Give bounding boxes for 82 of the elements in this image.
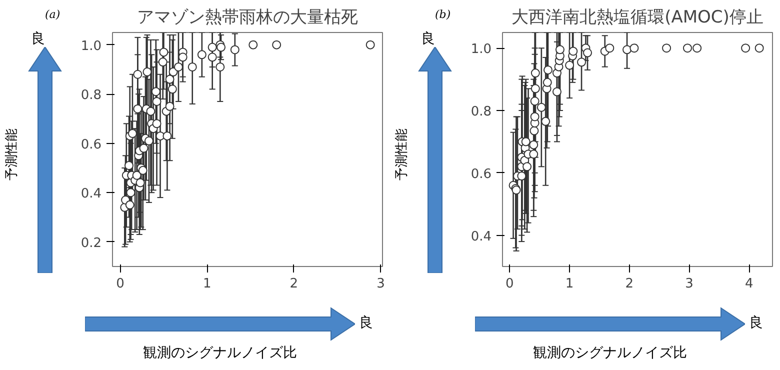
point <box>152 96 162 106</box>
point <box>146 106 156 116</box>
point <box>158 58 168 67</box>
point <box>530 96 540 106</box>
point <box>216 62 225 72</box>
point <box>208 42 217 52</box>
point <box>138 166 148 175</box>
point <box>144 136 154 146</box>
point <box>136 178 145 188</box>
x-axis-title: 観測のシグナルノイズ比 <box>142 344 298 363</box>
text: 良 <box>359 314 373 333</box>
y-tick-label: 0.2 <box>80 236 102 251</box>
y-tick-label: 0.6 <box>470 166 492 182</box>
chart-title: 大西洋南北熱塩循環(AMOC)停止 <box>512 8 764 28</box>
point <box>605 44 614 53</box>
y-axis-title: 予測性能 <box>394 127 411 182</box>
chart-title: アマゾン熱帯雨林の大量枯死 <box>137 8 358 28</box>
point <box>125 200 134 210</box>
text: 良 <box>31 30 45 49</box>
point <box>208 52 217 62</box>
point <box>216 42 226 52</box>
point <box>139 144 148 153</box>
text: 良 <box>421 30 435 49</box>
text: 良 <box>749 314 763 333</box>
point <box>188 62 197 72</box>
point <box>133 70 142 79</box>
point <box>555 45 564 54</box>
point <box>521 137 530 146</box>
x-axis-title: 観測のシグナルノイズ比 <box>532 344 688 363</box>
point <box>522 162 532 172</box>
point <box>197 50 206 60</box>
point <box>662 44 672 53</box>
point <box>542 78 552 87</box>
point <box>174 62 183 72</box>
x-tick-label: 0 <box>116 276 124 292</box>
y-tick-label: 0.6 <box>80 137 102 152</box>
point <box>165 102 174 111</box>
x-tick-label: 1 <box>565 276 574 292</box>
point <box>754 44 764 53</box>
x-tick-label: 4 <box>745 276 754 292</box>
text: (b) <box>435 7 451 23</box>
x-tick-label: 3 <box>376 276 385 292</box>
point <box>162 131 172 140</box>
point <box>248 40 258 50</box>
point <box>544 65 552 74</box>
y-axis-title: 予測性能 <box>4 127 21 182</box>
x-tick-label: 1 <box>202 276 212 292</box>
y-tick-label: 0.4 <box>80 186 102 202</box>
x-tick-label: 2 <box>625 276 634 292</box>
y-tick-label: 1.0 <box>470 42 492 58</box>
point <box>517 172 526 181</box>
point <box>536 102 546 112</box>
y-tick-label: 0.8 <box>80 88 102 104</box>
point <box>272 40 282 50</box>
point <box>577 58 586 67</box>
x-tick-label: 3 <box>685 276 694 292</box>
point <box>630 44 639 53</box>
point <box>530 112 540 122</box>
point <box>366 40 375 50</box>
point <box>583 48 592 58</box>
point <box>565 60 574 70</box>
point <box>568 46 578 56</box>
point <box>151 87 160 96</box>
y-tick-label: 0.4 <box>470 229 492 244</box>
point <box>682 44 692 53</box>
point <box>622 45 632 54</box>
point <box>159 48 168 57</box>
x-tick-label: 2 <box>290 276 298 292</box>
point <box>530 126 539 136</box>
y-tick-label: 0.8 <box>470 104 492 120</box>
point <box>692 44 702 53</box>
x-tick-label: 0 <box>506 276 514 292</box>
point <box>132 170 142 180</box>
point <box>741 44 750 53</box>
point <box>152 119 162 128</box>
text: (a) <box>45 7 60 23</box>
point <box>168 84 177 94</box>
point <box>230 45 240 54</box>
point <box>552 87 562 96</box>
point <box>124 161 134 170</box>
y-tick-label: 1.0 <box>80 38 102 54</box>
point <box>178 52 188 62</box>
